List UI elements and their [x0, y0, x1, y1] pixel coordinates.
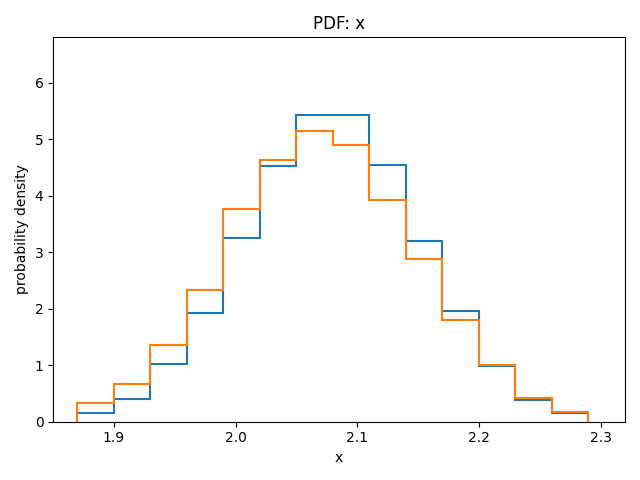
Title: PDF: x: PDF: x	[313, 15, 365, 33]
Y-axis label: probability density: probability density	[15, 165, 29, 294]
X-axis label: x: x	[335, 451, 343, 465]
